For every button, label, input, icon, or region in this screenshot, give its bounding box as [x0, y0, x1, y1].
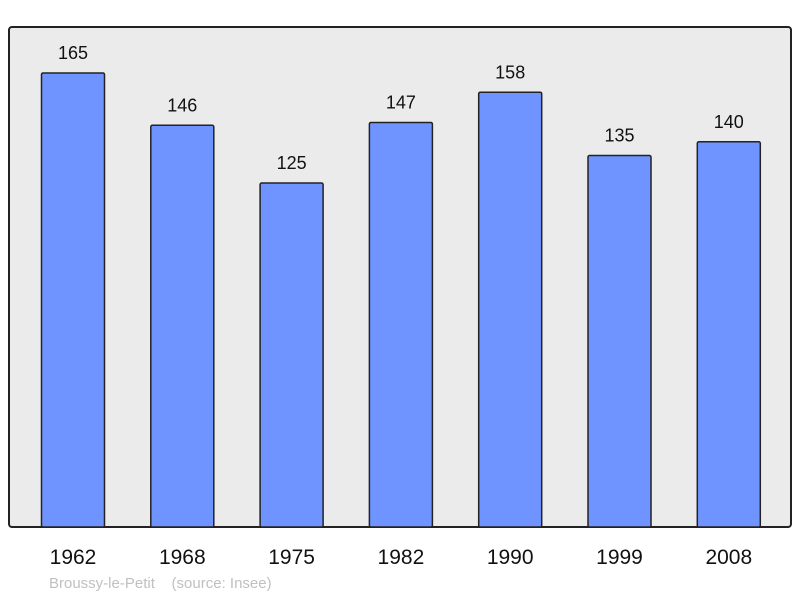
data-label: 158 — [495, 62, 525, 82]
data-label: 140 — [714, 112, 744, 132]
x-tick-label: 1990 — [487, 546, 534, 569]
x-tick-label: 1982 — [378, 546, 425, 569]
data-label: 125 — [277, 153, 307, 173]
data-label: 147 — [386, 93, 416, 113]
footer-source: (source: Insee) — [171, 575, 272, 592]
bar-1975 — [259, 182, 324, 528]
data-label: 146 — [167, 95, 197, 115]
x-tick-label: 2008 — [705, 546, 752, 569]
bar-1982 — [368, 121, 434, 528]
x-tick-label: 1968 — [159, 546, 206, 569]
footer-place: Broussy-le-Petit — [49, 575, 155, 592]
x-tick-label: 1962 — [50, 546, 97, 569]
footer: Broussy-le-Petit (source: Insee) — [49, 575, 272, 592]
x-tick-label: 1999 — [596, 546, 643, 569]
bar-1968 — [150, 124, 215, 528]
bar-1962 — [40, 72, 106, 528]
bar-2008 — [696, 141, 762, 528]
bar-1990 — [477, 91, 543, 528]
data-label: 165 — [58, 43, 88, 63]
data-label: 135 — [604, 126, 634, 146]
bar-1999 — [587, 154, 652, 528]
x-tick-label: 1975 — [268, 546, 315, 569]
